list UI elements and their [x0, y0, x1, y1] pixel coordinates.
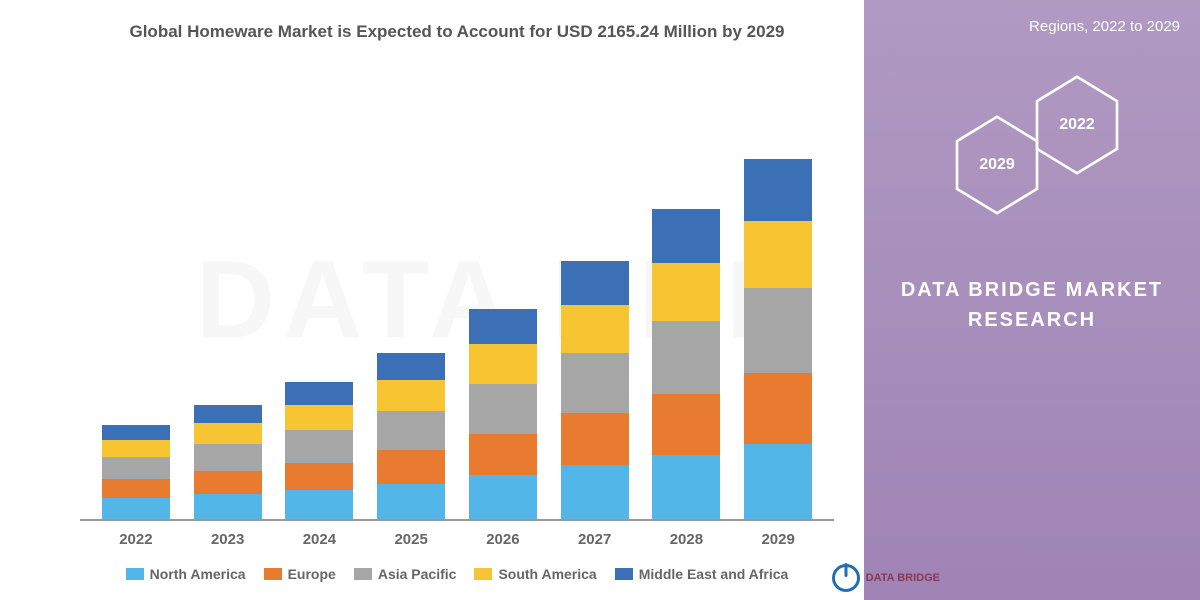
- bar-segment: [102, 457, 170, 480]
- bar-segment: [469, 309, 537, 344]
- brand-text: DATA BRIDGE MARKET RESEARCH: [901, 275, 1163, 335]
- x-axis-label: 2027: [549, 531, 641, 548]
- bar-group: [641, 209, 733, 519]
- bar-segment: [561, 305, 629, 353]
- bar-group: [90, 425, 182, 519]
- bar-segment: [744, 221, 812, 288]
- bar-segment: [744, 288, 812, 373]
- bar-group: [274, 382, 366, 519]
- legend-label: North America: [150, 566, 246, 582]
- bar-segment: [469, 434, 537, 476]
- bar-segment: [194, 423, 262, 444]
- bar-segment: [285, 430, 353, 463]
- chart-panel: Global Homeware Market is Expected to Ac…: [0, 0, 864, 600]
- bar-segment: [285, 490, 353, 519]
- hexagon-2029-label: 2029: [979, 156, 1015, 174]
- bar-segment: [652, 321, 720, 394]
- bar-segment: [469, 384, 537, 434]
- brand-line2: RESEARCH: [901, 305, 1163, 335]
- legend-label: Asia Pacific: [378, 566, 457, 582]
- bar-segment: [194, 494, 262, 519]
- x-axis-label: 2022: [90, 531, 182, 548]
- stacked-bar: [194, 405, 262, 519]
- chart-title: Global Homeware Market is Expected to Ac…: [80, 20, 834, 44]
- stacked-bar: [561, 261, 629, 519]
- bar-segment: [194, 471, 262, 494]
- bar-segment: [561, 413, 629, 465]
- legend-swatch: [354, 568, 372, 580]
- right-panel: Regions, 2022 to 2029 2029 2022 DATA BRI…: [864, 0, 1200, 600]
- bar-segment: [377, 411, 445, 451]
- bar-segment: [377, 484, 445, 519]
- bar-segment: [102, 498, 170, 519]
- bar-segment: [744, 373, 812, 444]
- x-axis-label: 2029: [732, 531, 824, 548]
- legend-item: North America: [126, 566, 246, 582]
- right-top-text: Regions, 2022 to 2029: [864, 10, 1200, 35]
- hexagon-2029: 2029: [952, 115, 1042, 215]
- stacked-bar: [469, 309, 537, 519]
- legend-label: South America: [498, 566, 596, 582]
- bar-segment: [377, 450, 445, 483]
- bar-segment: [194, 405, 262, 424]
- stacked-bar: [652, 209, 720, 519]
- bar-segment: [377, 380, 445, 411]
- stacked-bar: [377, 353, 445, 519]
- legend-swatch: [474, 568, 492, 580]
- bar-group: [732, 159, 824, 519]
- bar-segment: [652, 209, 720, 263]
- bar-segment: [744, 444, 812, 519]
- bar-segment: [561, 261, 629, 305]
- bar-segment: [194, 444, 262, 471]
- bar-segment: [652, 394, 720, 454]
- legend-swatch: [126, 568, 144, 580]
- legend-item: Middle East and Africa: [615, 566, 789, 582]
- bar-segment: [561, 465, 629, 519]
- hexagon-group: 2029 2022: [932, 75, 1132, 235]
- bar-group: [549, 261, 641, 519]
- legend-swatch: [264, 568, 282, 580]
- bar-segment: [652, 263, 720, 321]
- legend-swatch: [615, 568, 633, 580]
- bar-segment: [469, 475, 537, 519]
- stacked-bar: [285, 382, 353, 519]
- bar-segment: [652, 455, 720, 520]
- hexagon-2022-label: 2022: [1059, 116, 1095, 134]
- bar-group: [182, 405, 274, 519]
- chart-legend: North America Europe Asia Pacific South Ame…: [80, 548, 834, 590]
- hexagon-2022: 2022: [1032, 75, 1122, 175]
- x-axis-label: 2028: [641, 531, 733, 548]
- legend-label: Europe: [288, 566, 336, 582]
- bar-segment: [102, 440, 170, 457]
- main-container: Global Homeware Market is Expected to Ac…: [0, 0, 1200, 600]
- x-axis-label: 2026: [457, 531, 549, 548]
- x-axis-label: 2025: [365, 531, 457, 548]
- x-axis-label: 2023: [182, 531, 274, 548]
- bar-segment: [102, 425, 170, 440]
- stacked-bar: [744, 159, 812, 519]
- legend-label: Middle East and Africa: [639, 566, 789, 582]
- legend-item: South America: [474, 566, 596, 582]
- bar-group: [365, 353, 457, 519]
- x-axis-label: 2024: [274, 531, 366, 548]
- legend-item: Europe: [264, 566, 336, 582]
- stacked-bar: [102, 425, 170, 519]
- x-axis-labels: 20222023202420252026202720282029: [80, 521, 834, 548]
- bar-segment: [561, 353, 629, 413]
- bar-segment: [744, 159, 812, 221]
- brand-line1: DATA BRIDGE MARKET: [901, 275, 1163, 305]
- bar-segment: [469, 344, 537, 384]
- bar-group: [457, 309, 549, 519]
- bar-segment: [285, 463, 353, 490]
- bar-segment: [102, 479, 170, 498]
- bar-segment: [377, 353, 445, 380]
- chart-plot-area: [80, 64, 834, 521]
- legend-item: Asia Pacific: [354, 566, 457, 582]
- bar-segment: [285, 405, 353, 430]
- bar-segment: [285, 382, 353, 405]
